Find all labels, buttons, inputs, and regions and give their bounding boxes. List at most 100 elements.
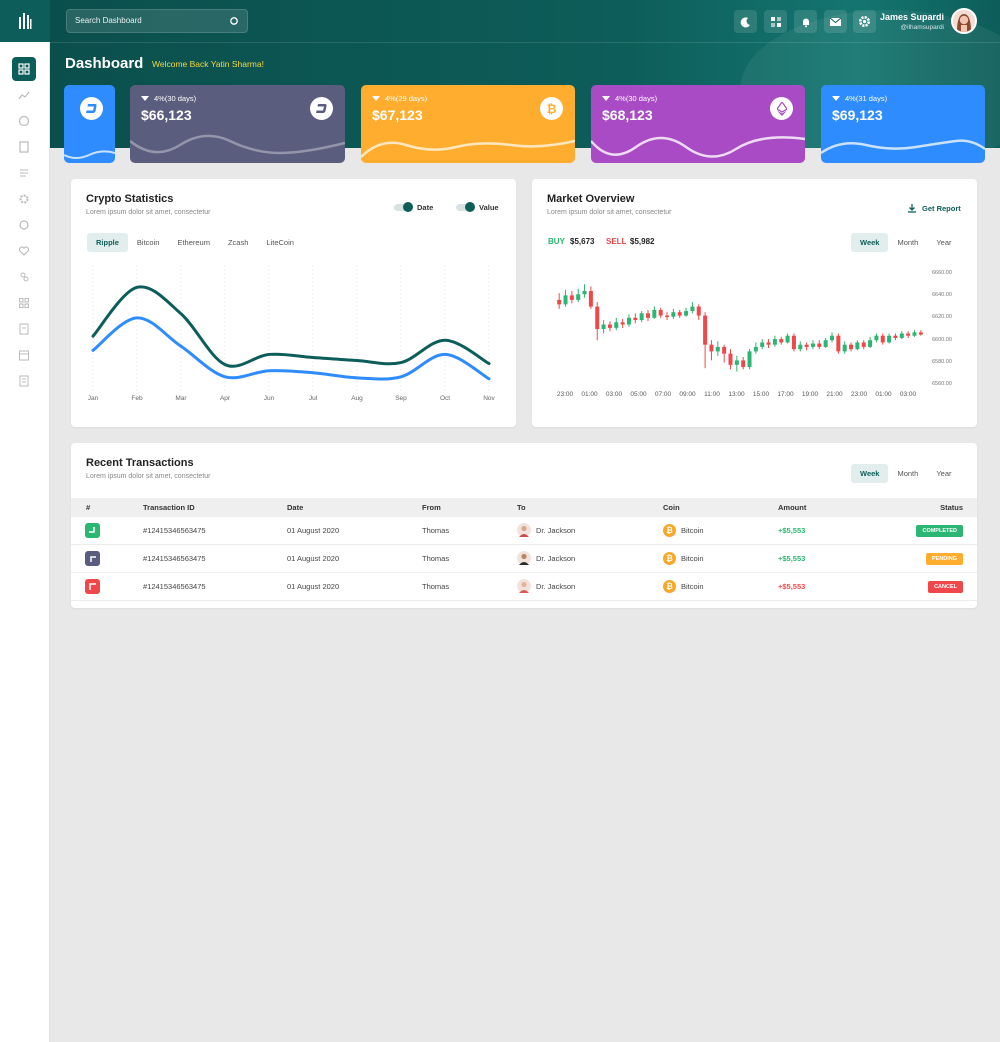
tab-year[interactable]: Year: [936, 469, 952, 478]
candle-body: [899, 333, 904, 338]
candle-body: [855, 342, 860, 350]
search-box[interactable]: [66, 9, 248, 33]
transaction-id: #12415346563475: [143, 582, 206, 591]
avatar-image: [953, 10, 975, 32]
sidebar-item-files[interactable]: [12, 317, 36, 341]
stat-wave: [821, 139, 985, 155]
candle-body: [734, 360, 739, 365]
logo-icon: [19, 13, 32, 29]
table-row[interactable]: #12415346563475 01 August 2020 Thomas Dr…: [71, 517, 977, 545]
toggle-track[interactable]: [394, 202, 413, 212]
y-tick-label: 6600.00: [932, 336, 952, 343]
search-icon[interactable]: [229, 16, 240, 27]
get-report-button[interactable]: Get Report: [907, 203, 961, 213]
candle-body: [842, 344, 847, 352]
bell-icon: [802, 18, 809, 27]
sidebar-item-documents[interactable]: [12, 135, 36, 159]
avatar: [517, 551, 531, 565]
sidebar-item-dashboard[interactable]: [12, 57, 36, 81]
x-tick-label: Apr: [219, 395, 231, 402]
candle-body: [715, 346, 720, 352]
stat-card-partial[interactable]: [64, 85, 115, 163]
user-name[interactable]: James Supardi: [879, 12, 944, 22]
tab-month[interactable]: Month: [897, 469, 919, 478]
toggle-value[interactable]: Value: [456, 202, 499, 212]
table-header: # Transaction ID Date From To Coin Amoun…: [71, 498, 977, 517]
tab-bitcoin[interactable]: Bitcoin: [136, 238, 160, 247]
transaction-id: #12415346563475: [143, 554, 206, 563]
tab-year[interactable]: Year: [936, 238, 952, 247]
stat-wave: [64, 150, 115, 159]
tab-month[interactable]: Month: [897, 238, 919, 247]
tab-zcash[interactable]: Zcash: [227, 238, 249, 247]
transaction-to: Dr. Jackson: [536, 526, 576, 535]
sidebar-item-wallet[interactable]: [12, 109, 36, 133]
column-header: #: [86, 503, 91, 512]
sidebar-item-analytics[interactable]: [12, 83, 36, 107]
chart-icon: [18, 91, 30, 100]
candle-body: [563, 295, 568, 305]
x-tick-label: 21:00: [826, 391, 843, 398]
candle-body: [626, 317, 631, 325]
pending-icon: [85, 551, 100, 566]
candle-body: [652, 309, 657, 318]
stat-card-bitcoin[interactable]: 4%(29 days) $67,123 ₿: [361, 85, 575, 163]
stat-card-partial-right[interactable]: 4%(31 days) $69,123: [821, 85, 985, 163]
period-tabs: Week Month Year: [851, 464, 960, 483]
candle-body: [709, 344, 714, 352]
tab-week[interactable]: Week: [851, 464, 889, 483]
cancelled-icon: [85, 579, 100, 594]
sidebar-item-notes[interactable]: [12, 369, 36, 393]
tab-ripple[interactable]: Ripple: [87, 233, 128, 252]
users-icon: [20, 272, 29, 282]
tab-ethereum[interactable]: Ethereum: [177, 238, 210, 247]
candle-body: [912, 332, 917, 336]
candle-body: [880, 335, 885, 343]
candle-body: [569, 295, 574, 300]
messages-button[interactable]: [824, 10, 847, 33]
table-row[interactable]: #12415346563475 01 August 2020 Thomas Dr…: [71, 545, 977, 573]
apps-button[interactable]: [764, 10, 787, 33]
toggle-track[interactable]: [456, 202, 475, 212]
x-tick-label: 03:00: [605, 391, 623, 398]
market-overview-panel: Market Overview Lorem ipsum dolor sit am…: [532, 179, 977, 427]
column-header: Coin: [663, 503, 680, 512]
avatar[interactable]: [951, 8, 977, 34]
sidebar-item-calendar[interactable]: [12, 343, 36, 367]
sidebar-item-reports[interactable]: [12, 161, 36, 185]
candle-body: [557, 299, 562, 305]
table-row[interactable]: #12415346563475 01 August 2020 Thomas Dr…: [71, 573, 977, 601]
sidebar-item-favorites[interactable]: [12, 239, 36, 263]
stat-card-dash[interactable]: 4%(30 days) $66,123: [130, 85, 345, 163]
dark-mode-button[interactable]: [734, 10, 757, 33]
stat-percentage: 4%(29 days): [385, 94, 428, 103]
notifications-button[interactable]: [794, 10, 817, 33]
candle-body: [728, 353, 733, 365]
tab-week[interactable]: Week: [851, 233, 889, 252]
sidebar-item-users[interactable]: [12, 265, 36, 289]
transaction-from: Thomas: [422, 582, 450, 591]
toggle-date[interactable]: Date: [394, 202, 433, 212]
sidebar-item-apps[interactable]: [12, 291, 36, 315]
candle-body: [836, 335, 841, 352]
file-icon: [19, 323, 29, 335]
download-icon: [908, 204, 916, 213]
x-tick-label: 05:00: [630, 391, 647, 398]
candle-body: [665, 315, 670, 318]
candle-body: [804, 344, 809, 347]
transaction-amount: +$5,553: [778, 582, 806, 591]
status-badge: PENDING: [925, 553, 963, 565]
stat-card-ethereum[interactable]: 4%(30 days) $68,123: [591, 85, 805, 163]
candle-body: [690, 306, 695, 312]
settings-button[interactable]: [853, 10, 876, 33]
apps-icon: [19, 298, 29, 308]
candle-body: [766, 342, 771, 345]
search-input[interactable]: [75, 16, 225, 25]
candle-body: [772, 339, 777, 345]
sidebar-item-settings[interactable]: [12, 187, 36, 211]
stat-value: $68,123: [602, 107, 653, 123]
tab-litecoin[interactable]: LiteCoin: [266, 238, 294, 247]
sidebar-item-status[interactable]: [12, 213, 36, 237]
logo[interactable]: [0, 0, 50, 42]
y-tick-label: 6560.00: [932, 381, 952, 387]
